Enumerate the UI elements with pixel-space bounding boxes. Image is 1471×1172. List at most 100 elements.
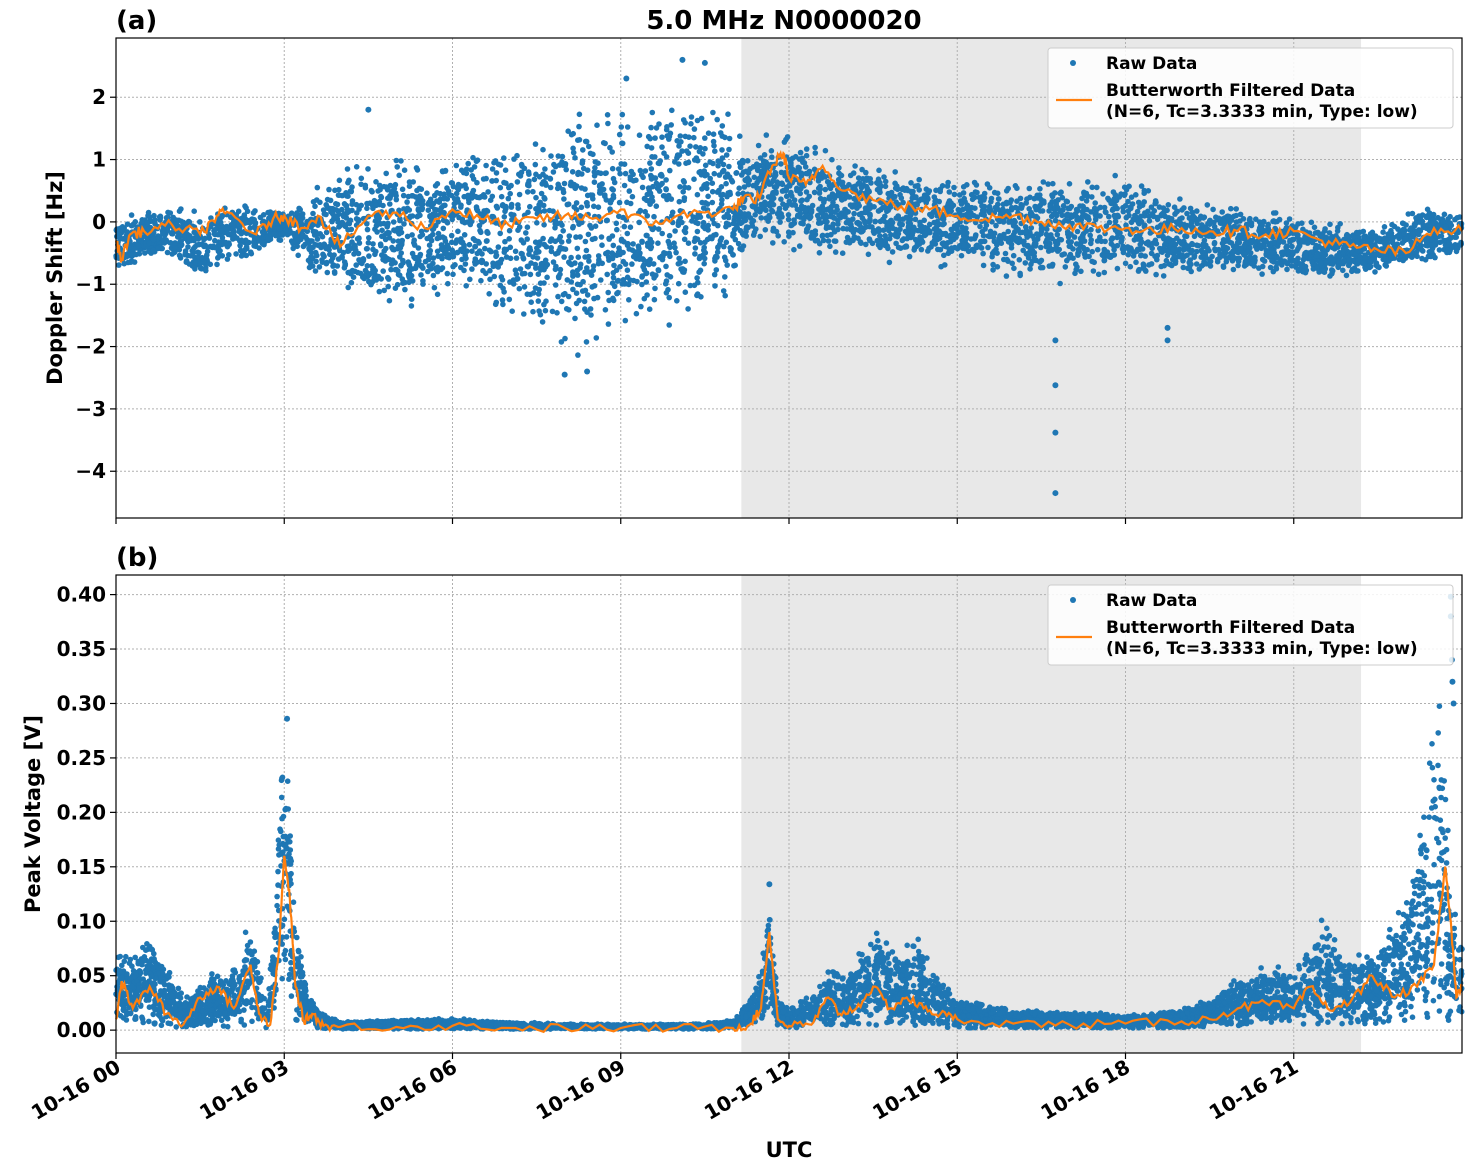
raw-point [826, 207, 832, 213]
raw-point [497, 162, 504, 168]
raw-point [701, 260, 707, 267]
raw-point [937, 188, 943, 195]
raw-point [851, 210, 857, 217]
raw-point [550, 169, 557, 175]
raw-point [1257, 242, 1263, 248]
raw-point [1436, 247, 1443, 253]
raw-point [713, 267, 720, 273]
raw-point [998, 240, 1005, 246]
raw-point [364, 245, 371, 252]
raw-point [677, 133, 684, 139]
raw-point [591, 179, 598, 185]
raw-point [574, 281, 581, 288]
raw-point [662, 193, 668, 199]
raw-point [820, 237, 827, 244]
raw-point [653, 180, 660, 187]
raw-point [1084, 206, 1090, 213]
raw-point [542, 307, 549, 314]
raw-point [922, 224, 928, 231]
raw-point [531, 176, 538, 183]
raw-point [976, 194, 983, 201]
raw-point [1038, 244, 1044, 251]
raw-point [901, 244, 908, 250]
raw-point [340, 249, 347, 256]
raw-point [819, 232, 826, 239]
raw-point [656, 121, 662, 127]
raw-point [731, 231, 737, 237]
raw-point [808, 208, 815, 215]
raw-point [616, 213, 622, 220]
raw-point [1145, 239, 1151, 245]
raw-point [1089, 258, 1095, 265]
raw-point [1179, 252, 1186, 258]
raw-point [1113, 197, 1120, 204]
raw-point [1292, 258, 1298, 264]
raw-point [772, 169, 779, 176]
raw-point [648, 174, 655, 181]
raw-point [786, 233, 792, 239]
raw-point [740, 169, 747, 175]
raw-point [1118, 191, 1124, 197]
raw-point [610, 175, 617, 182]
raw-point [1073, 261, 1079, 268]
raw-point [1018, 204, 1025, 211]
raw-point [497, 282, 504, 289]
raw-point [223, 239, 229, 246]
raw-point [490, 260, 496, 267]
raw-point [781, 239, 787, 245]
raw-point [958, 201, 965, 207]
raw-point [770, 201, 777, 208]
raw-point [417, 233, 424, 240]
raw-point [1014, 185, 1020, 191]
raw-point [566, 259, 572, 266]
raw-point [719, 147, 725, 153]
raw-point [503, 254, 510, 260]
raw-point [730, 220, 737, 227]
raw-point [410, 179, 417, 185]
raw-point [882, 233, 888, 239]
raw-point [652, 135, 658, 141]
raw-point [1044, 237, 1050, 243]
raw-point [401, 167, 408, 173]
raw-point [1286, 216, 1293, 222]
raw-point [613, 220, 620, 227]
raw-point [425, 252, 432, 259]
raw-point [469, 173, 476, 179]
raw-point [401, 221, 407, 227]
raw-point [1028, 209, 1034, 216]
raw-point [1140, 261, 1147, 268]
raw-point [913, 194, 919, 200]
raw-point [599, 242, 605, 248]
raw-point [1327, 221, 1333, 228]
raw-point [1274, 260, 1280, 267]
raw-point [1247, 215, 1253, 222]
raw-point [729, 179, 736, 185]
raw-point [592, 165, 598, 171]
raw-point [1190, 214, 1196, 220]
raw-point [691, 282, 698, 289]
raw-point [440, 202, 447, 209]
raw-point [882, 183, 889, 190]
raw-point [390, 238, 397, 244]
raw-point [1230, 248, 1236, 254]
raw-point [1322, 226, 1328, 232]
raw-point [603, 217, 610, 224]
raw-point [859, 228, 865, 235]
raw-point [501, 289, 507, 295]
raw-point [525, 182, 531, 188]
raw-point [639, 238, 645, 245]
raw-point [1111, 252, 1118, 258]
raw-point [723, 180, 729, 187]
raw-point [1148, 204, 1155, 210]
raw-point [671, 240, 677, 246]
raw-point [1157, 245, 1163, 252]
raw-point [489, 193, 496, 200]
raw-point [1089, 248, 1095, 255]
raw-point [1336, 253, 1343, 259]
raw-point [186, 219, 193, 225]
raw-point [583, 138, 590, 145]
raw-point [649, 194, 655, 200]
raw-point [910, 188, 916, 195]
raw-point [1354, 248, 1361, 254]
raw-point [373, 248, 379, 255]
